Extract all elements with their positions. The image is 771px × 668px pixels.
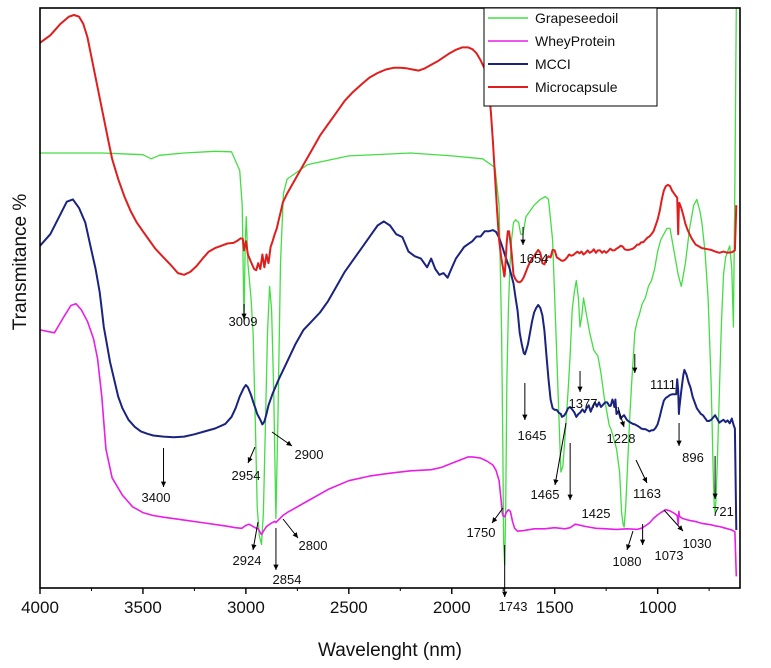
annotation-label-1465: 1465 bbox=[531, 487, 560, 502]
annotation-label-1743: 1743 bbox=[499, 599, 528, 614]
legend-label-wheyprotein: WheyProtein bbox=[535, 33, 615, 49]
annotation-arrow-head bbox=[567, 494, 573, 500]
x-tick-label: 1500 bbox=[536, 598, 574, 617]
x-tick-label: 2500 bbox=[330, 598, 368, 617]
annotation-label-2854: 2854 bbox=[273, 572, 302, 587]
legend-label-grapeseedoil: Grapeseedoil bbox=[535, 10, 618, 26]
annotation-label-1750: 1750 bbox=[467, 525, 496, 540]
annotation-arrow-head bbox=[712, 493, 718, 499]
annotation-label-1654: 1654 bbox=[520, 251, 549, 266]
annotation-label-1073: 1073 bbox=[655, 548, 684, 563]
annotation-label-2924: 2924 bbox=[233, 553, 262, 568]
x-axis-title: Wavelenght (nm) bbox=[318, 640, 462, 661]
legend-label-microcapsule: Microcapsule bbox=[535, 79, 618, 95]
annotation-arrow-head bbox=[676, 440, 682, 446]
annotation-arrow-head bbox=[292, 532, 298, 538]
annotation-arrow-head bbox=[640, 539, 646, 545]
annotation-arrow-head bbox=[247, 457, 253, 463]
annotation-arrow-head bbox=[520, 239, 526, 245]
annotation-arrow-head bbox=[677, 525, 683, 531]
annotation-label-2954: 2954 bbox=[232, 468, 261, 483]
annotation-label-1425: 1425 bbox=[582, 506, 611, 521]
series-group bbox=[39, 7, 738, 577]
annotation-label-1030: 1030 bbox=[683, 536, 712, 551]
y-axis-title: Transmitance % bbox=[10, 194, 31, 331]
x-tick-label: 1000 bbox=[639, 598, 677, 617]
annotation-label-3400: 3400 bbox=[142, 490, 171, 505]
x-tick-label: 3500 bbox=[124, 598, 162, 617]
legend-box bbox=[483, 7, 658, 107]
annotation-arrow-head bbox=[492, 517, 498, 523]
legend: Grapeseedoil WheyProtein MCCI Microcapsule bbox=[483, 7, 658, 107]
series-line-mcci bbox=[39, 198, 738, 531]
x-tick-label: 2000 bbox=[433, 598, 471, 617]
annotation-arrow-head bbox=[251, 544, 257, 550]
annotation-label-1163: 1163 bbox=[633, 486, 661, 501]
annotation-arrow-head bbox=[632, 367, 638, 373]
x-tick-label: 3000 bbox=[227, 598, 265, 617]
annotation-arrow-head bbox=[626, 544, 632, 550]
annotation-label-1080: 1080 bbox=[613, 554, 642, 569]
series-line-microcapsule bbox=[39, 14, 738, 284]
annotation-arrow-head bbox=[577, 386, 583, 392]
annotation-group: 3009 2954 2900 3400 2924 2854 2800 1654 1645 1750… bbox=[142, 227, 734, 614]
annotation-arrow-head bbox=[553, 479, 559, 485]
x-tick-label: 4000 bbox=[21, 598, 59, 617]
annotation-arrow-head bbox=[160, 481, 167, 487]
annotation-label-1111: 1111 bbox=[650, 377, 676, 392]
annotation-arrow-head bbox=[286, 440, 292, 446]
annotation-label-3009: 3009 bbox=[229, 314, 258, 329]
series-line-wheyprotein bbox=[39, 303, 738, 577]
annotation-label-721: 721 bbox=[712, 504, 734, 519]
annotation-arrow-head bbox=[642, 477, 647, 483]
annotation-label-1228: 1228 bbox=[607, 431, 636, 446]
series-line-grapeseedoil bbox=[40, 7, 737, 566]
annotation-label-2800: 2800 bbox=[299, 538, 328, 553]
annotation-label-1645: 1645 bbox=[518, 428, 547, 443]
annotation-label-896: 896 bbox=[682, 450, 704, 465]
annotation-label-2900: 2900 bbox=[295, 447, 324, 462]
annotation-arrow-head bbox=[522, 414, 528, 420]
plot-frame bbox=[39, 7, 741, 589]
annotation-arrow-shaft bbox=[554, 422, 567, 486]
annotation-arrow-head bbox=[619, 421, 625, 427]
legend-label-mcci: MCCI bbox=[535, 56, 571, 72]
annotation-label-1377: 1377 bbox=[569, 396, 598, 411]
annotation-arrow-head bbox=[502, 591, 508, 597]
annotation-arrow-head bbox=[273, 564, 279, 570]
annotation-arrow-head bbox=[241, 313, 247, 319]
x-axis: 4000 3500 3000 2500 2000 1500 1000 bbox=[21, 588, 710, 617]
